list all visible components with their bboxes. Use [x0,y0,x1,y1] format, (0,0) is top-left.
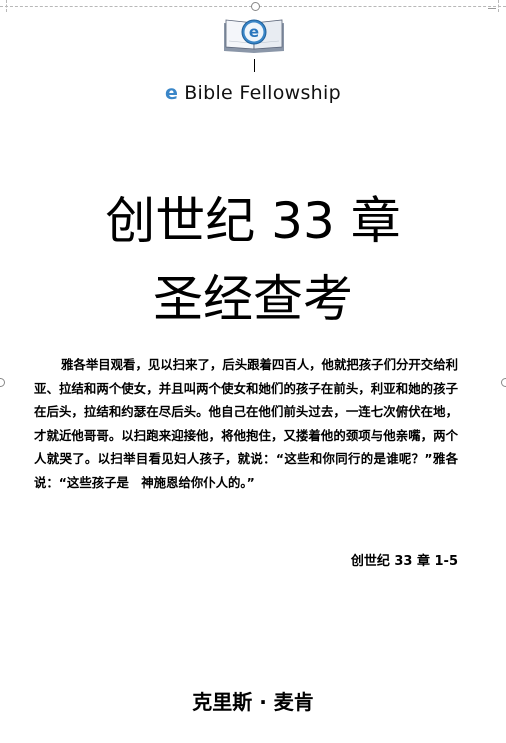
scripture-passage: 雅各举目观看，见以扫来了，后头跟着四百人，他就把孩子们分开交给利亚、拉结和两个使… [34,357,458,490]
brand-e-letter: e [165,82,179,104]
resize-handle-right[interactable] [501,378,506,387]
title-chapter: 创世纪 33 章 [105,192,401,250]
page-frame-left [6,0,7,12]
text-cursor [254,59,255,72]
brand-line: e Bible Fellowship [0,82,506,104]
page-frame-right [498,0,499,12]
resize-handle-left[interactable] [0,378,5,387]
author-name: 克里斯 · 麦肯 [192,690,314,714]
resize-handle-top[interactable] [251,2,260,11]
logo-letter: e [249,23,259,41]
scripture-reference: 创世纪 33 章 1-5 [350,554,458,569]
bible-logo-icon[interactable]: e [220,14,288,54]
corner-mark [488,8,496,9]
title-study: 圣经查考 [153,270,353,328]
brand-name: Bible Fellowship [184,82,341,104]
